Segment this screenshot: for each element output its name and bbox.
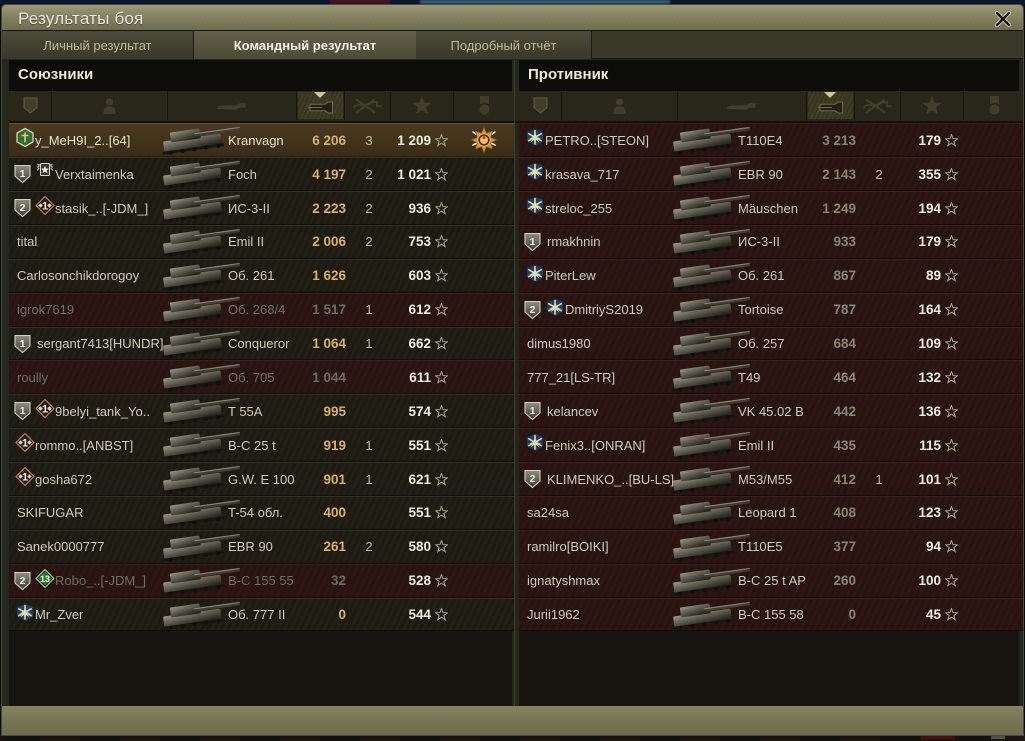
svg-text:1: 1	[42, 404, 48, 416]
svg-text:2: 2	[530, 473, 536, 485]
svg-text:13: 13	[40, 574, 50, 584]
svg-text:2: 2	[20, 574, 26, 586]
svg-text:1: 1	[42, 201, 48, 213]
svg-text:1: 1	[530, 405, 536, 417]
svg-text:1: 1	[530, 236, 536, 248]
svg-text:1: 1	[22, 472, 28, 484]
svg-text:1: 1	[20, 405, 26, 417]
svg-text:2: 2	[20, 202, 26, 214]
svg-text:2: 2	[530, 303, 536, 315]
svg-text:1: 1	[20, 337, 26, 349]
svg-text:1: 1	[20, 168, 26, 180]
svg-text:1: 1	[22, 438, 28, 450]
